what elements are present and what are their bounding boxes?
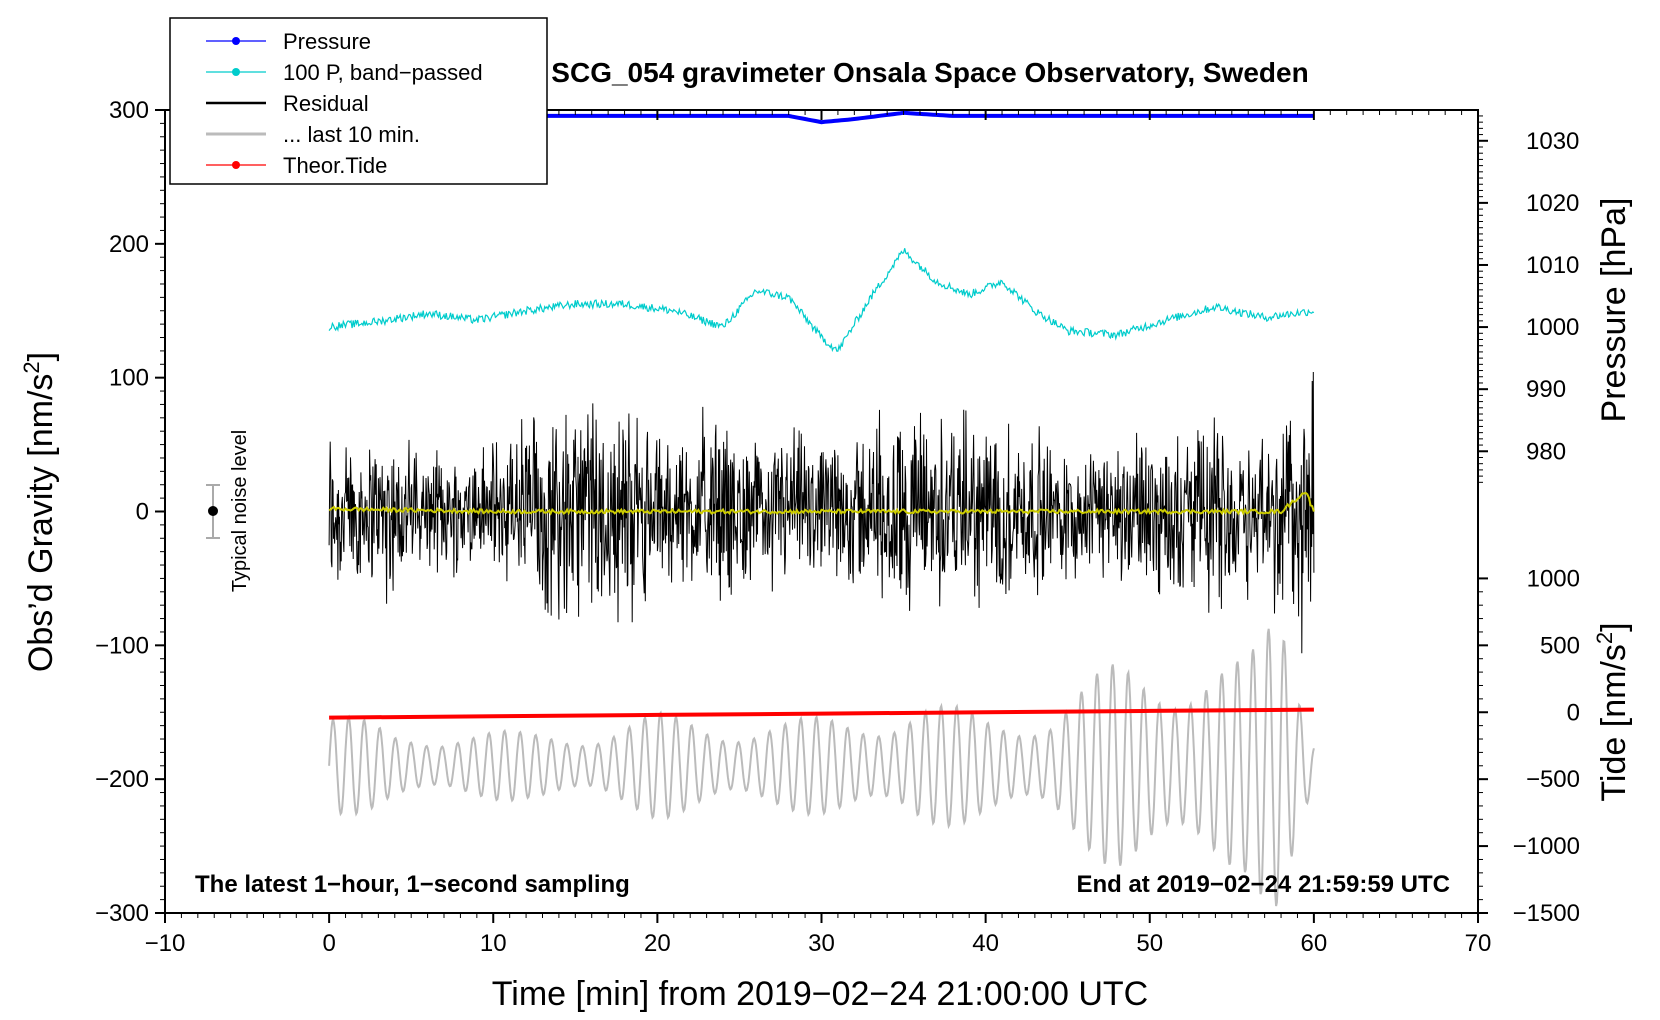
band-passed-line (328, 248, 1315, 353)
tide-line (329, 707, 1314, 720)
tide-tick-label: −500 (1526, 766, 1580, 793)
tide-tick-label: 500 (1540, 632, 1580, 659)
noise-level-marker: Typical noise level (206, 430, 251, 592)
pressure-tick-label: 1030 (1526, 128, 1579, 155)
y-axis-left-title-main: Obs’d Gravity [nm/s (22, 374, 60, 673)
smoothed-residual-line (328, 491, 1315, 516)
y-tick-label: 100 (109, 365, 149, 392)
last-10-min-series (328, 628, 1315, 907)
legend-marker (232, 68, 240, 76)
tide-tick-label: 1000 (1527, 565, 1580, 592)
y-axis-left-title: Obs’d Gravity [nm/s2] (19, 352, 60, 672)
noise-label: Typical noise level (229, 430, 251, 592)
chart-title: SCG_054 gravimeter Onsala Space Observat… (551, 57, 1308, 88)
theoretical-tide-series (329, 707, 1314, 720)
x-tick-label: 70 (1465, 930, 1492, 957)
x-tick-label: 60 (1301, 930, 1328, 957)
pressure-tick-label: 1020 (1526, 190, 1579, 217)
y-axis-left-title-sup: 2 (19, 361, 44, 373)
y-axis-pressure: 1030 1020 1010 1000 990 980 (1478, 115, 1579, 483)
legend-label: 100 P, band−passed (283, 60, 483, 85)
y-tick-label: −100 (95, 632, 149, 659)
tide-tick-label: 0 (1567, 699, 1580, 726)
y-tick-label: 0 (136, 499, 149, 526)
legend-label: Pressure (283, 29, 371, 54)
y-tick-label: −200 (95, 766, 149, 793)
tide-tick-label: −1500 (1513, 900, 1580, 927)
x-tick-label: 40 (972, 930, 999, 957)
y-axis-tide-title-sup: 2 (1592, 632, 1617, 644)
y-tick-label: 200 (109, 231, 149, 258)
y-axis-tide-title-main: Tide [nm/s (1595, 644, 1633, 801)
legend-label: Theor.Tide (283, 153, 387, 178)
tide-tick-label: −1000 (1513, 833, 1580, 860)
noise-dot (208, 506, 218, 516)
smoothed-residual-series (328, 491, 1315, 516)
x-axis: −10 0 10 20 30 40 50 60 70 (145, 110, 1492, 957)
y-axis-left-title-end: ] (22, 352, 60, 361)
x-tick-label: 10 (480, 930, 507, 957)
pressure-tick-label: 1000 (1526, 314, 1579, 341)
legend-label: Residual (283, 91, 369, 116)
y-axis-pressure-title: Pressure [hPa] (1595, 198, 1633, 423)
x-tick-label: 30 (808, 930, 835, 957)
residual-series (328, 371, 1315, 654)
last-10-min-line (328, 628, 1315, 907)
y-axis-tide: 1000 500 0 −500 −1000 −1500 (1478, 565, 1580, 927)
x-tick-label: −10 (145, 930, 186, 957)
annotation-sampling: The latest 1−hour, 1−second sampling (195, 871, 630, 898)
y-axis-tide-title: Tide [nm/s2] (1592, 622, 1633, 801)
annotation-end-time: End at 2019−02−24 21:59:59 UTC (1076, 871, 1450, 898)
legend-marker (232, 161, 240, 169)
legend: Pressure 100 P, band−passed Residual ... la… (169, 17, 548, 185)
residual-line (328, 371, 1315, 654)
y-axis-gravity: 300 200 100 0 −100 −200 −300 (95, 97, 165, 927)
band-passed-pressure-series (328, 248, 1315, 353)
legend-label: ... last 10 min. (283, 122, 420, 147)
pressure-tick-label: 990 (1526, 376, 1566, 403)
y-tick-label: 300 (109, 97, 149, 124)
x-tick-label: 50 (1136, 930, 1163, 957)
legend-box (169, 17, 548, 185)
legend-marker (232, 37, 240, 45)
pressure-tick-label: 980 (1526, 438, 1566, 465)
x-tick-label: 0 (322, 930, 335, 957)
y-axis-tide-title-end: ] (1595, 622, 1633, 631)
y-tick-label: −300 (95, 900, 149, 927)
pressure-tick-label: 1010 (1526, 252, 1579, 279)
x-tick-label: 20 (644, 930, 671, 957)
x-axis-title: Time [min] from 2019−02−24 21:00:00 UTC (492, 975, 1148, 1013)
